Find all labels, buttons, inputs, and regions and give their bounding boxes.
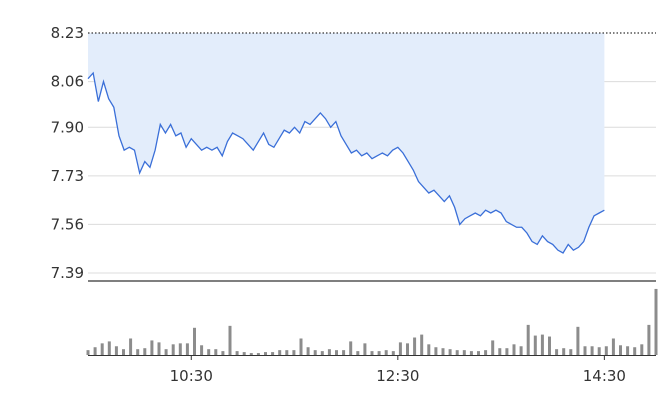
- volume-bar: [356, 351, 360, 355]
- volume-bar: [214, 349, 218, 355]
- volume-bar: [562, 348, 566, 355]
- volume-bar: [640, 344, 644, 355]
- volume-bar: [164, 349, 168, 355]
- volume-bar: [114, 346, 118, 355]
- volume-bar: [391, 351, 395, 355]
- volume-bar: [576, 326, 580, 355]
- volume-bar: [93, 347, 97, 355]
- volume-bar: [455, 350, 459, 355]
- volume-bar: [590, 346, 594, 355]
- volume-bar: [462, 350, 466, 355]
- volume-bar: [200, 345, 204, 355]
- volume-bar: [313, 350, 317, 355]
- volume-bar: [129, 338, 133, 355]
- x-tick-label: 10:30: [170, 367, 213, 385]
- volume-bar: [292, 350, 296, 355]
- volume-bar: [370, 351, 374, 355]
- volume-bar: [271, 352, 275, 355]
- volume-bar: [327, 349, 331, 355]
- volume-bar: [434, 347, 438, 355]
- volume-bar: [249, 353, 253, 355]
- volume-bar: [477, 351, 480, 355]
- volume-bar: [320, 351, 324, 355]
- x-tick-label: 14:30: [583, 367, 626, 385]
- volume-bar: [441, 348, 445, 355]
- volume-bar: [150, 340, 154, 355]
- volume-bar: [122, 349, 125, 355]
- volume-bar: [654, 288, 658, 355]
- volume-bar: [136, 349, 140, 355]
- price-area-fill: [88, 33, 605, 253]
- time-axis-ticks: 10:30 12:30 14:30: [170, 355, 626, 385]
- volume-bars: [86, 288, 658, 355]
- y-tick-label: 7.39: [51, 264, 84, 282]
- volume-bar: [519, 346, 523, 355]
- volume-bar: [427, 344, 431, 355]
- volume-bar: [335, 350, 338, 355]
- price-line-series: [87, 71, 605, 254]
- volume-bar: [193, 327, 196, 355]
- volume-bar: [583, 346, 587, 355]
- volume-bar: [469, 351, 473, 355]
- volume-bar: [540, 334, 544, 355]
- y-tick-label: 7.90: [51, 118, 84, 136]
- volume-bar: [420, 334, 424, 355]
- volume-bar: [647, 324, 651, 355]
- volume-bar: [100, 343, 104, 355]
- volume-bar: [619, 345, 622, 355]
- volume-bar: [569, 349, 573, 355]
- y-tick-label: 8.06: [51, 73, 84, 91]
- volume-bar: [242, 352, 246, 355]
- volume-bar: [498, 348, 502, 355]
- volume-bar: [107, 341, 111, 355]
- volume-bar: [597, 347, 601, 355]
- volume-bar: [256, 353, 260, 355]
- volume-bar: [526, 324, 530, 355]
- volume-bar: [299, 338, 303, 355]
- y-tick-label: 7.56: [51, 215, 84, 233]
- volume-bar: [626, 346, 630, 355]
- volume-bar: [86, 350, 90, 355]
- volume-bar: [185, 343, 189, 355]
- volume-bar: [484, 350, 488, 355]
- volume-bar: [264, 352, 267, 355]
- volume-bar: [512, 344, 516, 355]
- volume-bar: [207, 349, 211, 355]
- volume-bar: [221, 351, 225, 355]
- volume-bar: [306, 347, 310, 355]
- volume-bar: [548, 336, 551, 355]
- volume-bar: [377, 351, 381, 355]
- volume-bar: [171, 344, 175, 355]
- volume-bar: [157, 342, 161, 355]
- volume-bar: [398, 342, 402, 355]
- x-tick-label: 12:30: [376, 367, 419, 385]
- volume-bar: [406, 343, 409, 355]
- y-tick-label: 8.23: [51, 24, 84, 42]
- y-tick-label: 7.73: [51, 167, 84, 185]
- volume-bar: [633, 347, 637, 355]
- volume-bar: [285, 350, 289, 355]
- volume-bar: [178, 343, 182, 355]
- volume-bar: [143, 348, 147, 355]
- volume-bar: [278, 350, 282, 355]
- volume-bar: [533, 335, 537, 355]
- price-axis-ticks: 8.23 8.06 7.90 7.73 7.56 7.39: [51, 24, 84, 282]
- volume-bar: [235, 351, 239, 355]
- volume-bar: [363, 343, 367, 355]
- volume-bar: [228, 325, 232, 355]
- volume-bar: [555, 349, 559, 355]
- volume-bar: [342, 350, 346, 355]
- volume-bar: [448, 349, 452, 355]
- volume-bar: [505, 348, 509, 355]
- volume-bar: [384, 350, 388, 355]
- volume-bar: [349, 341, 353, 355]
- volume-bar: [491, 340, 495, 355]
- volume-bar: [413, 337, 417, 355]
- volume-bar: [604, 346, 608, 355]
- volume-bar: [611, 338, 615, 355]
